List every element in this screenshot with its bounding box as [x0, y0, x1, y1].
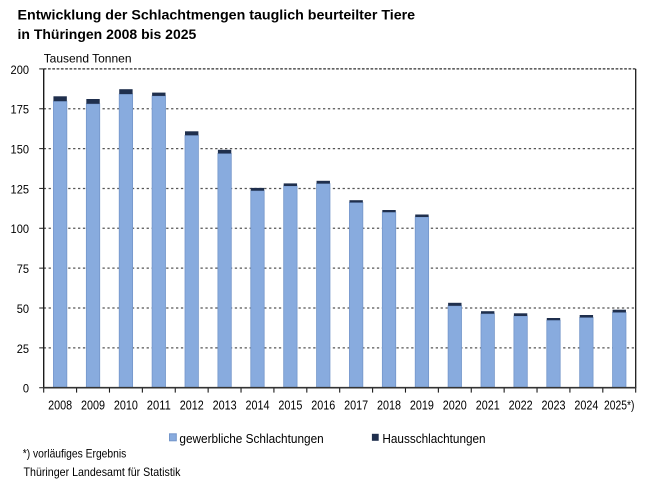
- svg-text:50: 50: [17, 302, 30, 316]
- svg-text:2009: 2009: [81, 397, 105, 412]
- svg-text:2025*): 2025*): [604, 397, 634, 412]
- svg-text:Hausschlachtungen: Hausschlachtungen: [382, 431, 485, 446]
- svg-text:in Thüringen 2008 bis 2025: in Thüringen 2008 bis 2025: [18, 27, 197, 43]
- svg-text:2024: 2024: [574, 397, 598, 412]
- svg-text:2022: 2022: [509, 397, 533, 412]
- svg-text:25: 25: [17, 342, 30, 356]
- svg-text:2018: 2018: [377, 397, 401, 412]
- svg-text:100: 100: [11, 222, 30, 236]
- svg-text:2015: 2015: [278, 397, 302, 412]
- svg-text:2008: 2008: [48, 397, 72, 412]
- svg-text:2021: 2021: [476, 397, 500, 412]
- svg-text:125: 125: [11, 182, 30, 196]
- svg-text:*) vorläufiges Ergebnis: *) vorläufiges Ergebnis: [23, 446, 127, 460]
- svg-text:2012: 2012: [180, 397, 204, 412]
- svg-text:2016: 2016: [311, 397, 335, 412]
- svg-text:2019: 2019: [410, 397, 434, 412]
- svg-text:2020: 2020: [443, 397, 467, 412]
- svg-text:2010: 2010: [114, 397, 138, 412]
- svg-text:200: 200: [11, 63, 30, 77]
- svg-text:2011: 2011: [147, 397, 171, 412]
- svg-text:2023: 2023: [541, 397, 565, 412]
- svg-text:Entwicklung der Schlachtmengen: Entwicklung der Schlachtmengen tauglich …: [18, 8, 416, 24]
- svg-text:2013: 2013: [213, 397, 237, 412]
- svg-text:175: 175: [11, 103, 30, 117]
- svg-text:0: 0: [23, 382, 29, 396]
- svg-text:2014: 2014: [245, 397, 269, 412]
- svg-text:150: 150: [11, 143, 30, 157]
- svg-text:gewerbliche Schlachtungen: gewerbliche Schlachtungen: [179, 431, 323, 446]
- svg-text:2017: 2017: [344, 397, 368, 412]
- svg-text:75: 75: [17, 262, 30, 276]
- svg-text:Thüringer Landesamt für Statis: Thüringer Landesamt für Statistik: [24, 465, 182, 479]
- svg-text:Tausend Tonnen: Tausend Tonnen: [44, 51, 132, 65]
